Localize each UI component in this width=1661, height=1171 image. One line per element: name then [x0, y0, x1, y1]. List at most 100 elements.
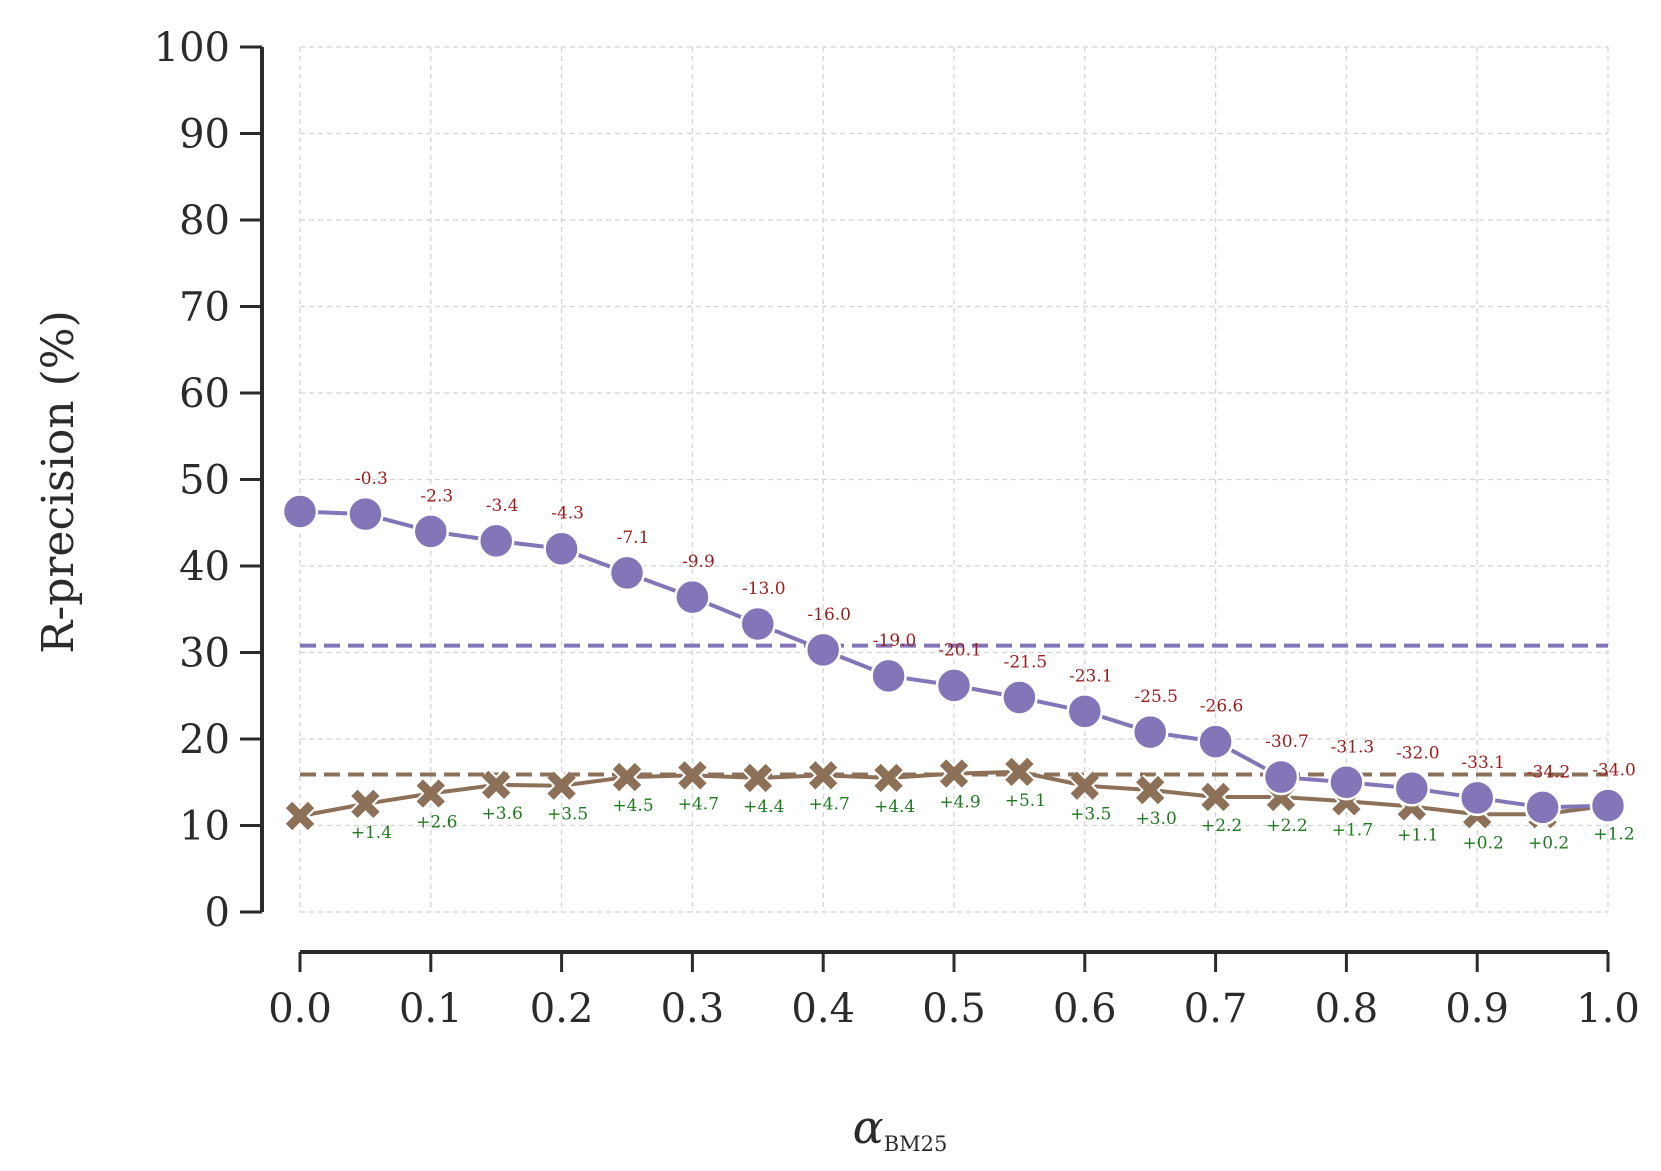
point-series-1-20 — [1589, 787, 1627, 824]
data-label-series-2-16: +1.7 — [1332, 820, 1373, 840]
point-series-2-0 — [284, 800, 316, 832]
point-series-2-1 — [349, 788, 381, 820]
point-series-1-4 — [543, 530, 580, 567]
data-label-series-1-14: -26.6 — [1200, 697, 1244, 717]
axes: 0 10 20 30 40 50 60 70 80 90 100 0.0 0.1 0.2 0.3 0.4 0.5… — [154, 25, 1640, 1032]
x-tick-label-0.7: 0.7 — [1184, 986, 1248, 1032]
data-label-series-1-1: -0.3 — [355, 469, 388, 489]
data-label-series-1-6: -9.9 — [682, 552, 715, 572]
x-marker-stroke-b — [809, 761, 838, 790]
x-tick-label-0.1: 0.1 — [399, 986, 463, 1032]
x-marker-stroke-b — [939, 759, 969, 788]
data-label-series-2-9: +4.4 — [874, 797, 915, 817]
x-marker-stroke-b — [351, 789, 380, 819]
data-label-series-2-18: +0.2 — [1463, 833, 1504, 853]
x-tick-label-0.6: 0.6 — [1053, 986, 1117, 1032]
point-series-2-9 — [873, 762, 905, 794]
y-tick-label-10: 10 — [179, 804, 230, 850]
data-label-series-1-7: -13.0 — [742, 579, 786, 599]
grid — [299, 46, 1609, 913]
point-series-1-2 — [412, 513, 450, 550]
x-marker-stroke-b — [874, 763, 903, 793]
data-label-series-1-12: -23.1 — [1069, 666, 1113, 686]
point-series-1-19 — [1524, 789, 1561, 826]
data-label-series-1-15: -30.7 — [1265, 732, 1309, 752]
data-label-series-2-19: +0.2 — [1528, 833, 1569, 853]
x-axis-label: αBM25 — [853, 1100, 948, 1156]
data-label-series-1-10: -20.1 — [938, 640, 982, 660]
point-series-2-12 — [1069, 770, 1101, 802]
data-label-series-2-12: +3.5 — [1070, 805, 1111, 825]
x-tick-label-0.3: 0.3 — [661, 986, 725, 1032]
point-series-2-7 — [742, 762, 774, 794]
data-label-series-1-19: -34.2 — [1527, 762, 1571, 782]
x-axis-label-symbol: α — [853, 1100, 884, 1154]
x-marker-stroke-b — [285, 801, 315, 831]
series-layer — [281, 493, 1627, 832]
x-tick-label-0.8: 0.8 — [1315, 986, 1379, 1032]
point-series-2-4 — [546, 770, 578, 802]
x-marker-stroke-b — [1201, 782, 1230, 812]
data-label-series-1-2: -2.3 — [420, 486, 453, 506]
data-label-series-1-3: -3.4 — [486, 496, 519, 516]
point-series-1-16 — [1328, 764, 1365, 801]
point-series-2-8 — [807, 759, 839, 791]
x-marker-stroke-b — [1070, 771, 1099, 800]
x-marker-stroke-b — [678, 761, 707, 790]
y-tick-label-100: 100 — [154, 25, 230, 71]
data-label-series-2-20: +1.2 — [1593, 825, 1634, 845]
data-label-series-1-5: -7.1 — [617, 528, 650, 548]
data-label-series-1-20: -34.0 — [1592, 761, 1636, 781]
data-label-series-2-1: +1.4 — [351, 823, 392, 843]
data-label-series-1-13: -25.5 — [1134, 687, 1178, 707]
point-series-1-1 — [347, 495, 384, 533]
y-tick-label-60: 60 — [179, 371, 230, 417]
data-label-series-1-11: -21.5 — [1004, 652, 1048, 672]
x-tick-label-0.9: 0.9 — [1445, 986, 1509, 1032]
point-series-2-3 — [480, 769, 512, 801]
point-series-2-5 — [611, 761, 643, 793]
point-series-1-12 — [1066, 693, 1104, 730]
data-label-series-2-6: +4.7 — [678, 794, 719, 814]
x-marker-stroke-b — [547, 771, 576, 800]
x-marker-stroke-b — [612, 762, 642, 792]
point-series-1-8 — [804, 631, 842, 669]
data-label-series-2-14: +2.2 — [1201, 816, 1242, 836]
point-series-1-9 — [870, 657, 907, 695]
point-series-1-14 — [1197, 723, 1234, 760]
x-axis-label-subscript: BM25 — [884, 1132, 948, 1156]
point-series-2-2 — [415, 777, 447, 810]
point-series-1-17 — [1393, 770, 1431, 807]
point-series-1-15 — [1262, 758, 1300, 796]
data-label-series-2-8: +4.7 — [809, 794, 850, 814]
point-series-1-5 — [608, 554, 646, 592]
data-label-series-2-15: +2.2 — [1266, 816, 1307, 836]
x-tick-label-0.5: 0.5 — [922, 986, 986, 1032]
data-label-series-1-17: -32.0 — [1396, 743, 1440, 763]
data-label-series-2-3: +3.6 — [482, 804, 523, 824]
point-series-1-18 — [1458, 779, 1496, 817]
y-tick-label-70: 70 — [179, 285, 230, 331]
data-label-series-2-13: +3.0 — [1136, 809, 1177, 829]
point-series-1-11 — [1001, 679, 1038, 716]
data-label-series-2-17: +1.1 — [1397, 825, 1438, 845]
data-label-series-2-4: +3.5 — [547, 805, 588, 825]
point-series-1-6 — [674, 578, 711, 616]
data-label-series-2-11: +5.1 — [1005, 791, 1046, 811]
data-label-series-1-8: -16.0 — [807, 605, 851, 625]
data-label-series-1-16: -31.3 — [1331, 737, 1375, 757]
y-axis-label: R-precision (%) — [33, 310, 84, 654]
point-series-1-10 — [935, 667, 973, 704]
x-marker-stroke-b — [482, 770, 511, 800]
x-tick-label-0.0: 0.0 — [268, 986, 332, 1032]
data-label-series-2-2: +2.6 — [416, 812, 457, 832]
point-series-2-10 — [938, 758, 970, 790]
y-tick-label-0: 0 — [205, 890, 230, 936]
data-label-series-1-4: -4.3 — [551, 504, 584, 524]
x-marker-stroke-b — [416, 779, 445, 808]
y-tick-label-80: 80 — [179, 198, 230, 244]
x-marker-stroke-b — [1136, 775, 1165, 805]
y-tick-label-30: 30 — [179, 631, 230, 677]
point-series-1-3 — [477, 522, 515, 560]
y-tick-label-90: 90 — [179, 112, 230, 158]
